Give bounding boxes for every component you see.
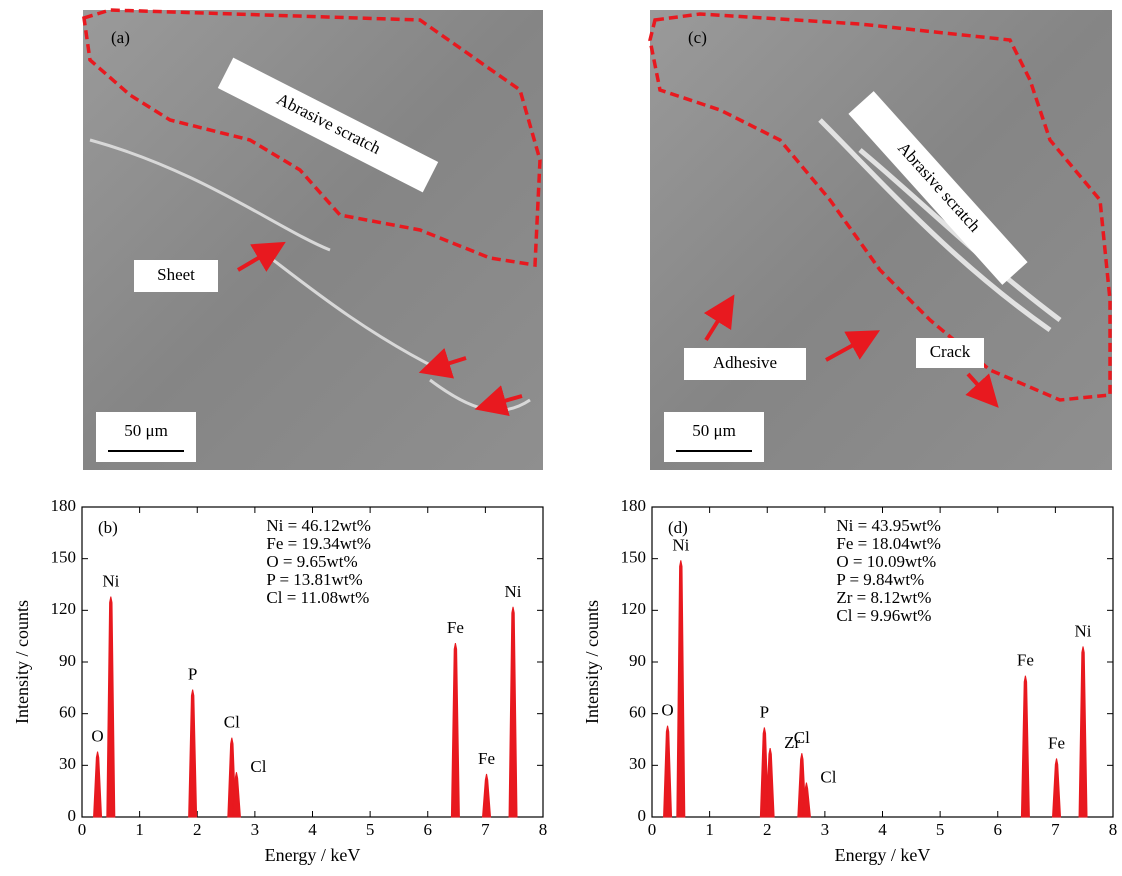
x-tick-label: 0 [648,820,657,839]
y-tick-label: 60 [59,703,76,722]
peak [1079,647,1087,818]
composition-text: Ni = 43.95wt% [836,516,941,535]
peak-label: Fe [1017,651,1034,670]
peak-label: Fe [478,749,495,768]
y-tick-label: 180 [621,496,647,515]
peak-label: Cl [820,767,836,786]
annotation: Adhesive [713,353,777,372]
peak [189,690,197,817]
y-tick-label: 90 [59,651,76,670]
peak-label: O [91,726,103,745]
scale-bar-label: 50 μm [692,421,736,440]
x-tick-label: 8 [539,820,548,839]
x-tick-label: 5 [936,820,945,839]
peak-label: Fe [447,618,464,637]
y-tick-label: 60 [629,703,646,722]
peak [451,643,459,817]
x-tick-label: 2 [763,820,772,839]
y-tick-label: 30 [629,754,646,773]
x-tick-label: 6 [424,820,433,839]
composition-text: Fe = 19.34wt% [266,534,371,553]
y-axis-label: Intensity / counts [12,600,32,724]
annotation: Crack [930,342,971,361]
y-tick-label: 120 [621,599,647,618]
peak-label: Cl [250,757,266,776]
peak-label: P [760,702,769,721]
peak-label: Ni [1075,621,1092,640]
peak [664,726,672,817]
annotation: Sheet [157,265,195,284]
panel-label: (c) [688,28,707,47]
x-tick-label: 4 [878,820,887,839]
x-tick-label: 3 [251,820,260,839]
y-tick-label: 180 [51,496,77,515]
peak-label: Fe [1048,733,1065,752]
peak-label: Ni [505,582,522,601]
y-tick-label: 120 [51,599,77,618]
x-tick-label: 6 [994,820,1003,839]
scale-bar-label: 50 μm [124,421,168,440]
x-axis-label: Energy / keV [835,845,931,865]
x-tick-label: 8 [1109,820,1118,839]
composition-text: Zr = 8.12wt% [836,588,931,607]
peak-label: Ni [672,535,689,554]
x-tick-label: 2 [193,820,202,839]
x-axis-label: Energy / keV [265,845,361,865]
sem-image-a: (a) Abrasive scratch Sheet 50 μm [83,10,543,470]
peak [677,560,685,817]
composition-text: P = 13.81wt% [266,570,362,589]
peak [107,597,115,817]
composition-text: Fe = 18.04wt% [836,534,941,553]
y-tick-label: 150 [621,548,647,567]
composition-text: Cl = 9.96wt% [836,606,931,625]
peak [766,748,774,817]
x-tick-label: 4 [308,820,317,839]
composition-text: O = 10.09wt% [836,552,936,571]
panel-label: (b) [98,518,118,537]
peak-label: O [661,701,673,720]
peak [483,774,491,817]
sem-image-c: (c) Abrasive scratch Adhesive Crack 50 μ… [650,10,1112,470]
x-tick-label: 7 [481,820,490,839]
panel-label: (a) [111,28,130,47]
y-tick-label: 90 [629,651,646,670]
x-tick-label: 1 [705,820,714,839]
y-axis-label: Intensity / counts [582,600,602,724]
panel-label: (d) [668,518,688,537]
y-tick-label: 0 [68,806,77,825]
peak-label: Ni [102,571,119,590]
peak [1021,676,1029,817]
x-tick-label: 0 [78,820,87,839]
y-tick-label: 0 [638,806,647,825]
x-tick-label: 1 [135,820,144,839]
peak-label: Cl [224,713,240,732]
peak [1053,758,1061,817]
figure: (a) Abrasive scratch Sheet 50 μm (c) Abr… [0,0,1122,871]
peak-label: Cl [794,728,810,747]
peak [94,752,102,817]
x-tick-label: 3 [821,820,830,839]
composition-text: P = 9.84wt% [836,570,924,589]
x-tick-label: 5 [366,820,375,839]
composition-text: Ni = 46.12wt% [266,516,371,535]
x-tick-label: 7 [1051,820,1060,839]
composition-text: O = 9.65wt% [266,552,357,571]
y-tick-label: 150 [51,548,77,567]
y-tick-label: 30 [59,754,76,773]
peak-label: P [188,664,197,683]
peak [509,607,517,817]
composition-text: Cl = 11.08wt% [266,588,369,607]
